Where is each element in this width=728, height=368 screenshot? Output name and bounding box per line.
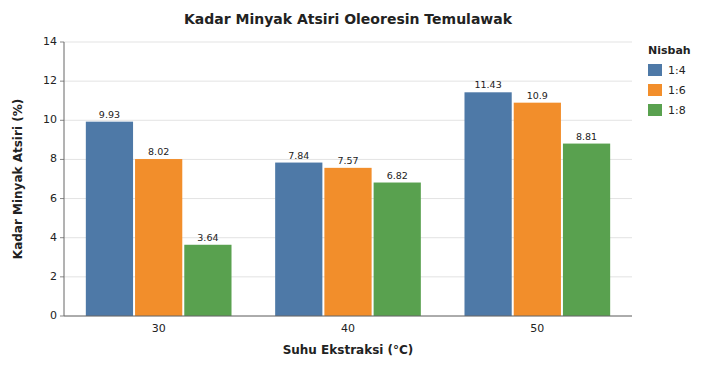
bar xyxy=(514,103,561,316)
y-axis-label: Kadar Minyak Atsiri (%) xyxy=(11,99,25,259)
y-tick-label: 6 xyxy=(50,192,57,205)
y-tick xyxy=(60,159,64,160)
bars xyxy=(86,92,610,316)
data-label: 3.64 xyxy=(197,232,218,243)
y-tick-label: 8 xyxy=(50,152,57,165)
y-axis-line xyxy=(64,42,65,316)
chart-title: Kadar Minyak Atsiri Oleoresin Temulawak xyxy=(184,11,513,27)
bar xyxy=(275,163,322,316)
data-label: 7.84 xyxy=(288,150,309,161)
data-labels: 9.93 7.84 11.43 8.02 7.57 10.9 3.64 6.82 8.81 xyxy=(99,79,597,242)
page: {"chart_data": {"type": "bar", "title": … xyxy=(0,0,728,368)
legend: Nisbah 1:4 1:6 1:8 xyxy=(648,44,691,117)
grid-line xyxy=(64,81,632,82)
bar xyxy=(374,183,421,316)
legend-title: Nisbah xyxy=(648,44,691,57)
bar xyxy=(184,245,231,316)
bar xyxy=(135,159,182,316)
data-label: 8.81 xyxy=(576,131,597,142)
data-label: 6.82 xyxy=(387,170,408,181)
y-tick-label: 14 xyxy=(43,35,57,48)
y-tick-label: 10 xyxy=(43,113,57,126)
y-tick xyxy=(60,42,64,43)
legend-swatch xyxy=(648,64,662,76)
bar xyxy=(563,144,610,316)
legend-swatch xyxy=(648,104,662,116)
x-axis: 30 40 50 xyxy=(64,42,632,335)
y-tick xyxy=(60,81,64,82)
grid-line xyxy=(64,316,632,317)
legend-label: 1:8 xyxy=(668,104,686,117)
x-axis-line xyxy=(64,316,632,317)
grid-line xyxy=(64,42,632,43)
y-tick xyxy=(60,316,64,317)
y-tick xyxy=(60,198,64,199)
data-label: 7.57 xyxy=(337,155,358,166)
y-tick-label: 2 xyxy=(50,270,57,283)
x-tick-label: 50 xyxy=(530,322,544,335)
y-tick xyxy=(60,237,64,238)
data-label: 9.93 xyxy=(99,109,120,120)
y-grid xyxy=(64,42,632,316)
chart-container: 0 2 4 6 8 10 12 14 9.93 7.84 11.43 8.02 7.57 10.9 3.64… xyxy=(0,0,728,368)
data-label: 8.02 xyxy=(148,146,169,157)
legend-swatch xyxy=(648,84,662,96)
chart-svg: 0 2 4 6 8 10 12 14 9.93 7.84 11.43 8.02 7.57 10.9 3.64… xyxy=(0,0,728,368)
legend-label: 1:6 xyxy=(668,84,686,97)
y-tick-label: 0 xyxy=(50,309,57,322)
x-axis-label: Suhu Ekstraksi (°C) xyxy=(283,343,414,357)
bar xyxy=(324,168,371,316)
y-tick xyxy=(60,276,64,277)
data-label: 10.9 xyxy=(527,90,548,101)
x-tick-label: 40 xyxy=(341,322,355,335)
y-tick xyxy=(60,120,64,121)
bar xyxy=(464,92,511,316)
bar xyxy=(86,122,133,316)
data-label: 11.43 xyxy=(475,79,502,90)
legend-label: 1:4 xyxy=(668,64,686,77)
y-tick-label: 12 xyxy=(43,74,57,87)
y-tick-label: 4 xyxy=(50,231,57,244)
y-axis: 0 2 4 6 8 10 12 14 xyxy=(43,35,64,322)
x-tick-label: 30 xyxy=(152,322,166,335)
